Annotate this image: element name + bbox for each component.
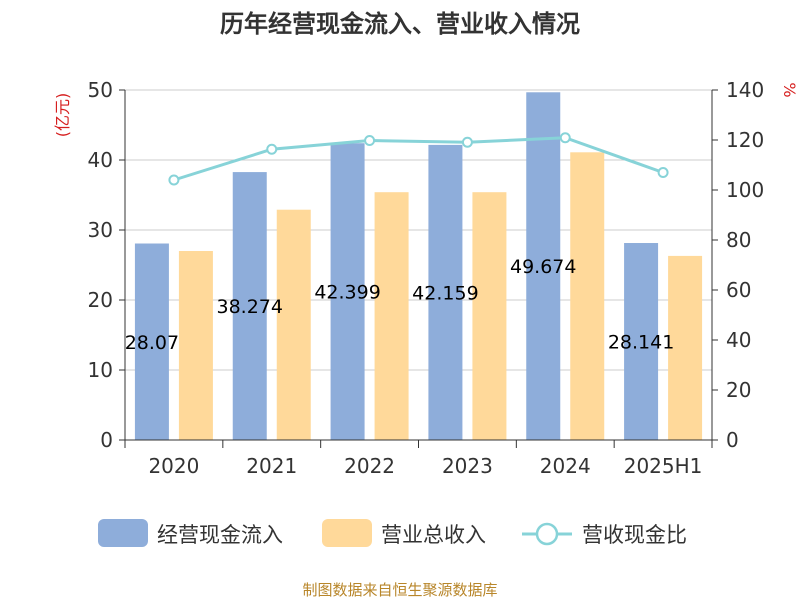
bar-revenue (276, 209, 311, 440)
y-left-tick-label: 20 (88, 288, 113, 312)
y-right-tick-label: 120 (726, 128, 764, 152)
chart-title: 历年经营现金流入、营业收入情况 (220, 10, 580, 38)
bars (134, 92, 703, 441)
ratio-line-path (173, 136, 664, 182)
y-right-tick-label: 80 (726, 228, 751, 252)
bar-revenue (374, 192, 409, 440)
y-right-tick-label: 20 (726, 378, 751, 402)
legend-label: 经营现金流入 (157, 523, 283, 547)
legend-label: 营收现金比 (582, 523, 687, 547)
data-label: 28.141 (608, 332, 674, 354)
y-right-tick-label: 40 (726, 328, 751, 352)
legend-swatch-revenue (322, 519, 372, 547)
x-tick-label: 2022 (344, 454, 395, 478)
ratio-point (461, 136, 473, 148)
data-label: 49.674 (510, 256, 576, 278)
bar-cash-inflow (232, 172, 267, 440)
y-right-tick-label: 100 (726, 178, 764, 202)
y-left-tick-label: 40 (88, 148, 113, 172)
ratio-point (266, 143, 278, 155)
bar-revenue (570, 152, 605, 441)
x-tick-label: 2020 (148, 454, 199, 478)
y-left-tick-label: 10 (88, 358, 113, 382)
ratio-point (657, 167, 669, 178)
data-label: 28.07 (125, 332, 179, 354)
y-left-tick-label: 30 (88, 218, 113, 242)
gridlines (125, 89, 712, 371)
bar-revenue (668, 255, 703, 440)
bar-cash-inflow (428, 144, 463, 440)
data-label: 42.159 (412, 282, 478, 304)
ratio-point (559, 132, 571, 144)
legend: 经营现金流入 营业总收入 营收现金比 (98, 519, 687, 547)
data-label: 38.274 (217, 296, 283, 318)
bar-cash-inflow (526, 92, 561, 441)
y-left-unit: (亿元) (53, 93, 72, 138)
bar-cash-inflow (134, 243, 169, 440)
axes: 0 10 20 30 40 50 0 20 40 60 80 100 120 140 2020 2021 202… (88, 78, 765, 478)
ratio-point (168, 174, 180, 186)
y-left-tick-label: 0 (100, 428, 113, 452)
bar-cash-inflow (624, 243, 659, 440)
y-right-tick-label: 140 (726, 78, 764, 102)
x-tick-label: 2023 (442, 454, 493, 478)
y-right-unit: % (780, 82, 799, 97)
ratio-point (364, 135, 376, 146)
source-note: 制图数据来自恒生聚源数据库 (302, 581, 497, 599)
bar-cash-inflow (330, 143, 365, 440)
x-tick-label: 2024 (540, 454, 591, 478)
bar-revenue (472, 192, 507, 440)
bar-revenue (178, 251, 213, 440)
y-right-tick-label: 0 (726, 428, 739, 452)
x-tick-label: 2025H1 (624, 454, 703, 478)
y-left-tick-label: 50 (88, 78, 113, 102)
data-labels: 28.07 38.274 42.399 42.159 49.674 28.141 (125, 256, 675, 354)
ratio-line (168, 132, 669, 186)
y-right-tick-label: 60 (726, 278, 751, 302)
data-label: 42.399 (314, 282, 380, 304)
legend-swatch-marker (535, 522, 559, 546)
legend-label: 营业总收入 (381, 523, 486, 547)
x-tick-label: 2021 (246, 454, 297, 478)
legend-swatch-cash-inflow (98, 519, 148, 547)
